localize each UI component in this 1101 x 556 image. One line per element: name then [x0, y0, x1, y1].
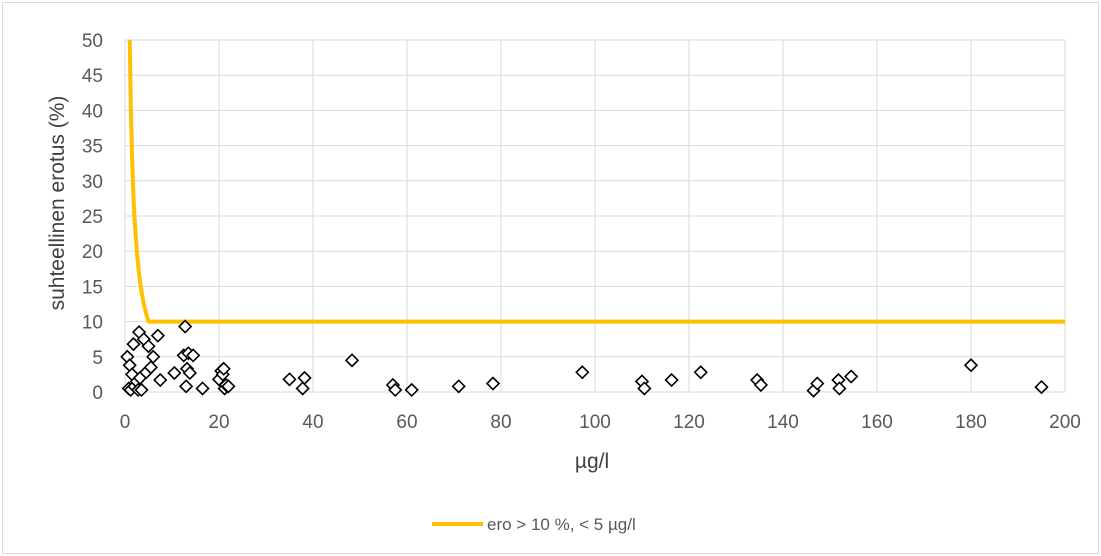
data-point	[182, 365, 197, 381]
data-point	[388, 382, 403, 398]
data-point	[178, 379, 194, 394]
data-point	[126, 336, 141, 352]
legend: ero > 10 %, < 5 µg/l	[432, 515, 636, 534]
threshold-series	[127, 39, 1065, 324]
data-point	[295, 381, 310, 396]
x-tick-label: 180	[955, 412, 987, 433]
y-axis-title: suhteellinen erotus (%)	[46, 96, 69, 311]
y-tick-label: 30	[82, 172, 103, 193]
data-point	[282, 372, 297, 387]
data-point	[451, 379, 466, 394]
x-tick-label: 200	[1049, 412, 1081, 433]
y-tick-label: 15	[82, 277, 103, 298]
data-point	[216, 361, 231, 376]
data-point	[297, 370, 312, 386]
x-tick-label: 40	[302, 412, 323, 433]
data-point	[1034, 379, 1049, 395]
y-tick-label: 10	[82, 313, 103, 334]
data-point	[150, 328, 166, 343]
x-tick-label: 20	[208, 412, 229, 433]
x-tick-label: 140	[767, 412, 799, 433]
data-point	[153, 372, 168, 388]
data-point	[134, 382, 149, 398]
x-axis-title: µg/l	[575, 450, 609, 473]
y-tick-label: 25	[82, 207, 103, 228]
data-point	[753, 377, 769, 393]
y-tick-label: 35	[82, 137, 103, 158]
data-point	[344, 353, 360, 368]
y-axis-ticks: 0 5 10 15 20 25 30 35 40 45 50	[82, 31, 103, 404]
data-point	[186, 348, 201, 363]
data-point	[963, 358, 979, 373]
data-point	[141, 339, 156, 354]
data-point	[810, 376, 825, 391]
data-point	[178, 319, 193, 334]
data-point	[832, 381, 847, 396]
data-point	[637, 381, 652, 396]
data-point	[146, 349, 161, 364]
data-point	[221, 379, 236, 394]
x-tick-label: 160	[861, 412, 893, 433]
y-tick-label: 0	[92, 383, 103, 404]
y-tick-label: 5	[92, 348, 103, 369]
gridlines	[124, 39, 1066, 393]
data-point	[575, 365, 590, 380]
x-tick-label: 120	[673, 412, 705, 433]
x-tick-label: 60	[396, 412, 417, 433]
legend-label: ero > 10 %, < 5 µg/l	[487, 515, 636, 534]
data-point	[167, 365, 182, 381]
y-tick-label: 50	[82, 31, 103, 52]
data-point	[844, 369, 859, 384]
threshold-line	[127, 39, 1065, 324]
data-points	[120, 319, 1049, 398]
data-point	[485, 376, 501, 391]
y-tick-label: 20	[82, 242, 103, 263]
data-point	[664, 372, 679, 388]
y-tick-label: 40	[82, 101, 103, 122]
data-point	[143, 360, 158, 375]
data-point	[693, 365, 708, 380]
x-axis-ticks: 0 20 40 60 80 100 120 140 160 180 200	[120, 412, 1081, 433]
data-point	[195, 381, 210, 396]
y-tick-label: 45	[82, 66, 103, 87]
data-point	[404, 382, 419, 398]
x-tick-label: 0	[120, 412, 131, 433]
x-tick-label: 100	[579, 412, 611, 433]
x-tick-label: 80	[490, 412, 511, 433]
